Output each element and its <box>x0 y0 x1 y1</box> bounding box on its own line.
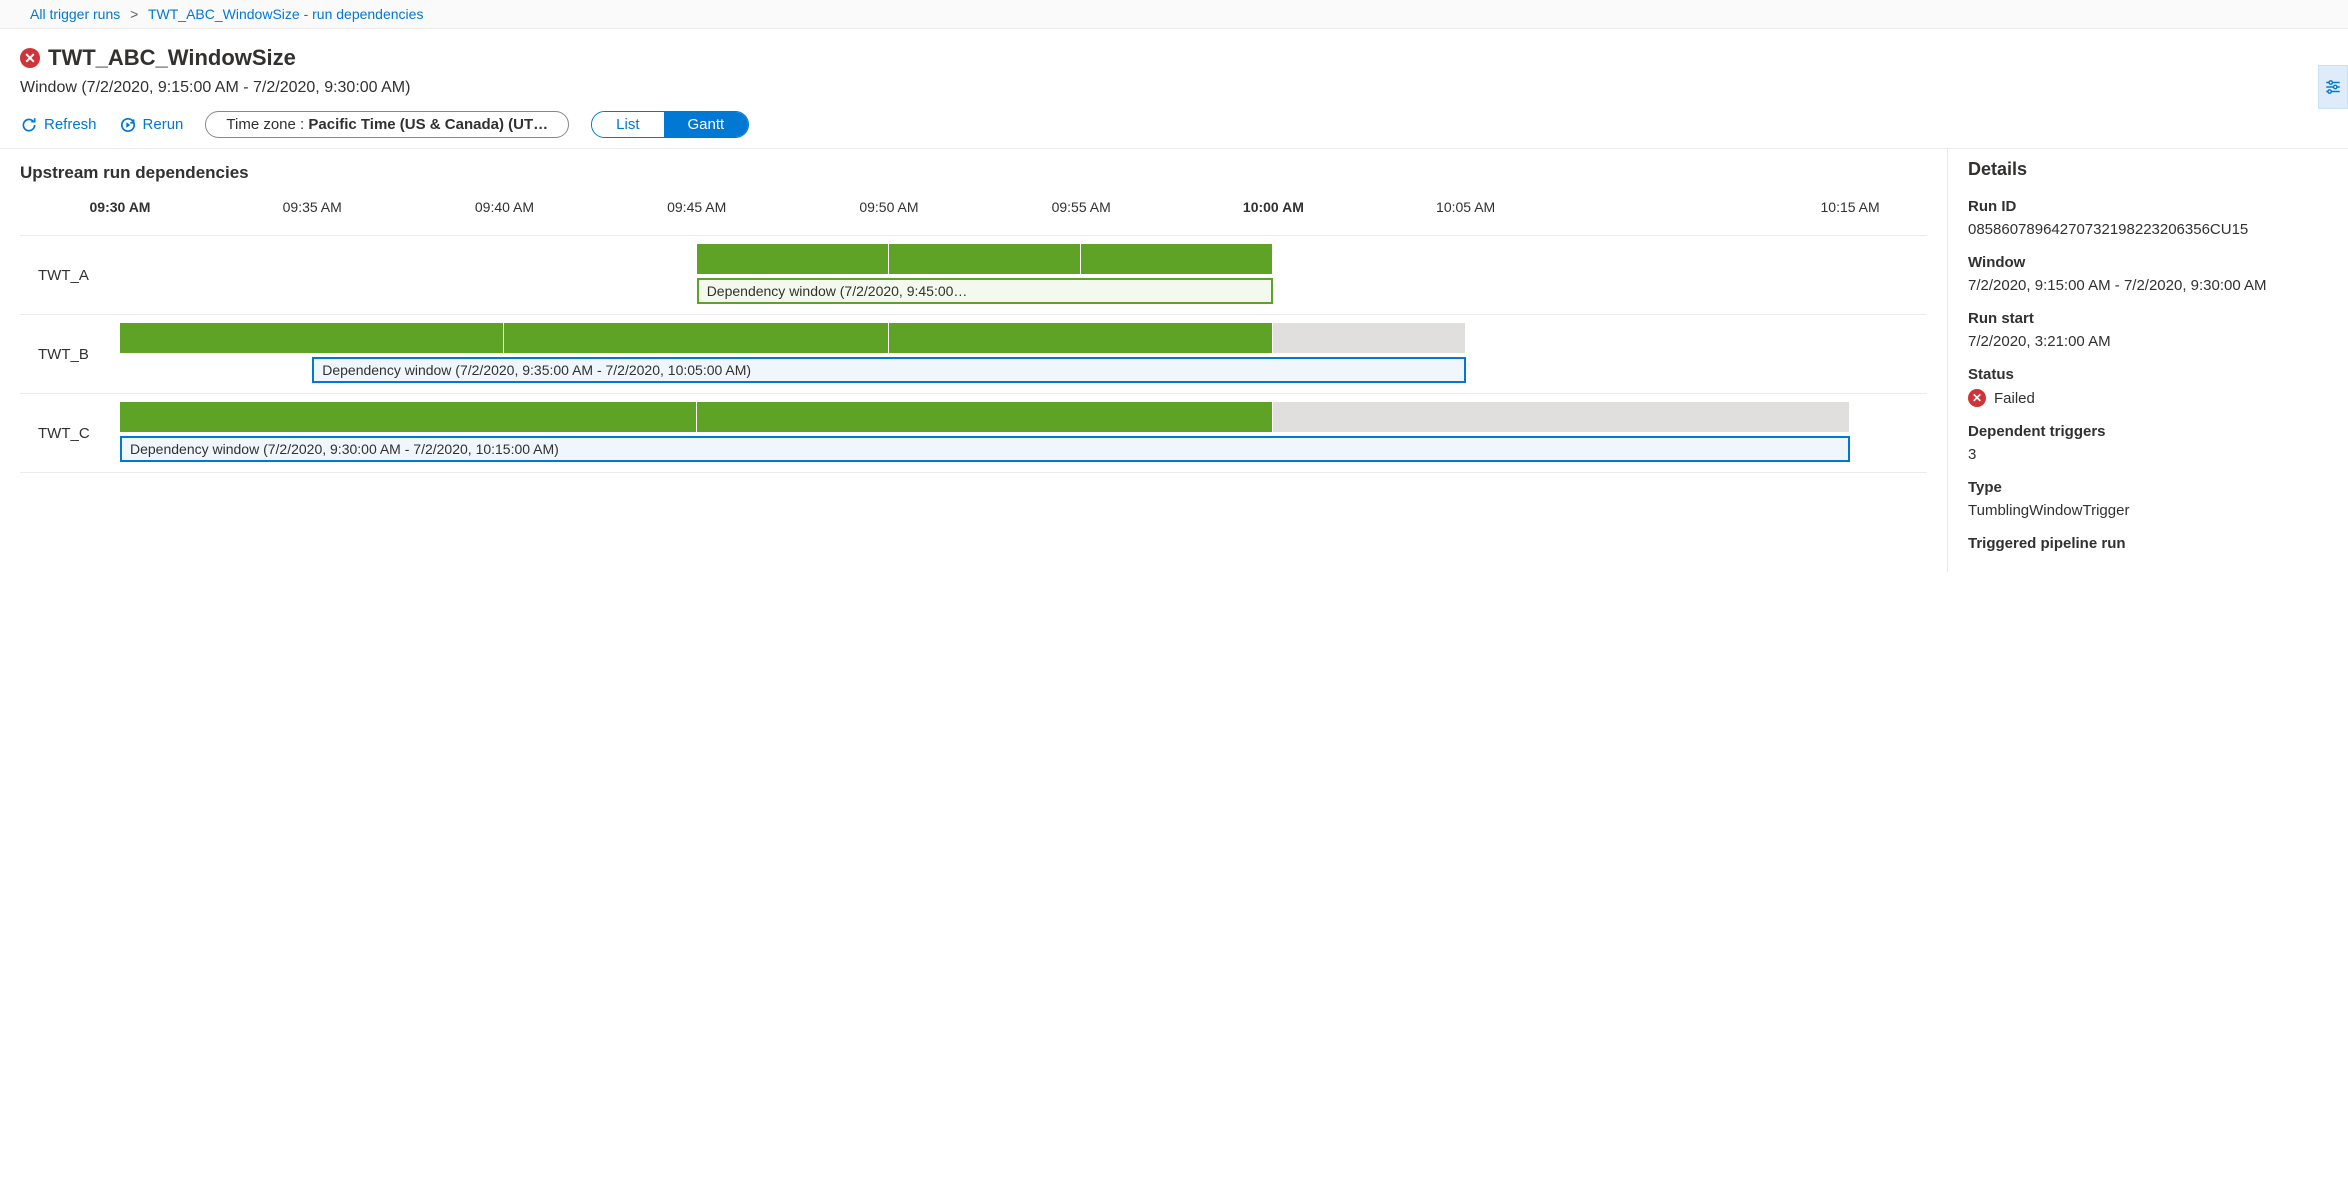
status-text: Failed <box>1994 390 2035 407</box>
timeline-tick: 10:15 AM <box>1821 199 1880 215</box>
run-id-value: 08586078964270732198223206356CU15 <box>1968 221 2328 238</box>
gantt-segment[interactable] <box>889 244 1081 274</box>
gantt-row: TWT_A Dependency window (7/2/2020, 9:45:0… <box>20 235 1927 315</box>
gantt-rows: TWT_A Dependency window (7/2/2020, 9:45:0… <box>20 235 1927 473</box>
dep-triggers-label: Dependent triggers <box>1968 423 2328 440</box>
page-header: ✕ TWT_ABC_WindowSize Window (7/2/2020, 9… <box>0 29 2348 149</box>
triggered-run-label: Triggered pipeline run <box>1968 535 2328 552</box>
breadcrumb-root[interactable]: All trigger runs <box>30 6 120 22</box>
refresh-label: Refresh <box>44 116 97 133</box>
breadcrumb-current[interactable]: TWT_ABC_WindowSize - run dependencies <box>148 6 423 22</box>
type-value: TumblingWindowTrigger <box>1968 502 2328 519</box>
timeline-tick: 09:35 AM <box>283 199 342 215</box>
gantt-dep-track: Dependency window (7/2/2020, 9:30:00 AM … <box>120 436 1927 464</box>
view-gantt-button[interactable]: Gantt <box>664 112 749 137</box>
type-label: Type <box>1968 479 2328 496</box>
dependency-window[interactable]: Dependency window (7/2/2020, 9:35:00 AM … <box>312 357 1465 383</box>
gantt-row-body: Dependency window (7/2/2020, 9:45:00… <box>120 244 1927 306</box>
status-label: Status <box>1968 366 2328 383</box>
gantt-row-label: TWT_C <box>20 402 120 464</box>
gantt-segment[interactable] <box>120 323 504 353</box>
gantt-segment[interactable] <box>1273 402 1850 432</box>
gantt-segment[interactable] <box>120 402 697 432</box>
details-heading: Details <box>1968 159 2328 180</box>
dependency-window[interactable]: Dependency window (7/2/2020, 9:45:00… <box>697 278 1274 304</box>
gantt-segment[interactable] <box>697 402 1274 432</box>
timeline-tick: 09:40 AM <box>475 199 534 215</box>
gantt-row-label: TWT_A <box>20 244 120 306</box>
gantt-dep-track: Dependency window (7/2/2020, 9:45:00… <box>120 278 1927 306</box>
gantt-dep-track: Dependency window (7/2/2020, 9:35:00 AM … <box>120 357 1927 385</box>
gantt-bar-track <box>120 402 1927 432</box>
settings-button[interactable] <box>2318 65 2348 109</box>
gantt-row-body: Dependency window (7/2/2020, 9:35:00 AM … <box>120 323 1927 385</box>
main-content: Upstream run dependencies 09:30 AM 09:35 … <box>0 149 2348 572</box>
gantt-pane: Upstream run dependencies 09:30 AM 09:35 … <box>0 149 1948 572</box>
dependency-window[interactable]: Dependency window (7/2/2020, 9:30:00 AM … <box>120 436 1850 462</box>
run-start-value: 7/2/2020, 3:21:00 AM <box>1968 333 2328 350</box>
timeline-tick: 10:00 AM <box>1243 199 1304 215</box>
timeline-header: 09:30 AM09:35 AM09:40 AM09:45 AM09:50 AM… <box>120 199 1927 223</box>
gantt-title: Upstream run dependencies <box>20 163 1927 183</box>
timeline-tick: 09:45 AM <box>667 199 726 215</box>
timeline-tick: 09:30 AM <box>90 199 151 215</box>
rerun-label: Rerun <box>143 116 184 133</box>
breadcrumb-separator: > <box>130 6 138 22</box>
gantt-segment[interactable] <box>504 323 888 353</box>
error-icon: ✕ <box>20 48 40 68</box>
gantt-segment[interactable] <box>1273 323 1465 353</box>
view-list-button[interactable]: List <box>592 112 663 137</box>
page-title: TWT_ABC_WindowSize <box>48 45 296 71</box>
gantt-row-label: TWT_B <box>20 323 120 385</box>
gantt-row: TWT_CDependency window (7/2/2020, 9:30:0… <box>20 394 1927 473</box>
timeline-tick: 09:55 AM <box>1052 199 1111 215</box>
status-value: ✕ Failed <box>1968 389 2328 407</box>
timezone-value: Pacific Time (US & Canada) (UT… <box>308 116 548 133</box>
details-pane: Details Run ID 0858607896427073219822320… <box>1948 149 2348 572</box>
rerun-icon <box>119 116 137 134</box>
breadcrumb: All trigger runs > TWT_ABC_WindowSize - … <box>0 0 2348 29</box>
window-range-text: Window (7/2/2020, 9:15:00 AM - 7/2/2020,… <box>20 79 2328 97</box>
refresh-icon <box>20 116 38 134</box>
gantt-row-body: Dependency window (7/2/2020, 9:30:00 AM … <box>120 402 1927 464</box>
sliders-icon <box>2324 78 2342 96</box>
gantt-segment[interactable] <box>889 323 1273 353</box>
view-toggle: List Gantt <box>591 111 749 138</box>
run-id-label: Run ID <box>1968 198 2328 215</box>
timezone-selector[interactable]: Time zone : Pacific Time (US & Canada) (… <box>205 111 569 138</box>
window-value: 7/2/2020, 9:15:00 AM - 7/2/2020, 9:30:00… <box>1968 277 2328 294</box>
gantt-bar-track <box>120 323 1927 353</box>
gantt-row: TWT_B Dependency window (7/2/2020, 9:35:0… <box>20 315 1927 394</box>
dep-triggers-value: 3 <box>1968 446 2328 463</box>
timeline-tick: 09:50 AM <box>859 199 918 215</box>
timezone-label: Time zone : <box>226 116 308 133</box>
run-start-label: Run start <box>1968 310 2328 327</box>
gantt-bar-track <box>120 244 1927 274</box>
rerun-button[interactable]: Rerun <box>119 116 184 134</box>
gantt-segment[interactable] <box>697 244 889 274</box>
status-error-icon: ✕ <box>1968 389 1986 407</box>
window-label: Window <box>1968 254 2328 271</box>
details-list: Run ID 08586078964270732198223206356CU15… <box>1968 198 2328 552</box>
gantt-segment[interactable] <box>1081 244 1273 274</box>
timeline-tick: 10:05 AM <box>1436 199 1495 215</box>
refresh-button[interactable]: Refresh <box>20 116 97 134</box>
toolbar: Refresh Rerun Time zone : Pacific Time (… <box>20 111 2328 138</box>
